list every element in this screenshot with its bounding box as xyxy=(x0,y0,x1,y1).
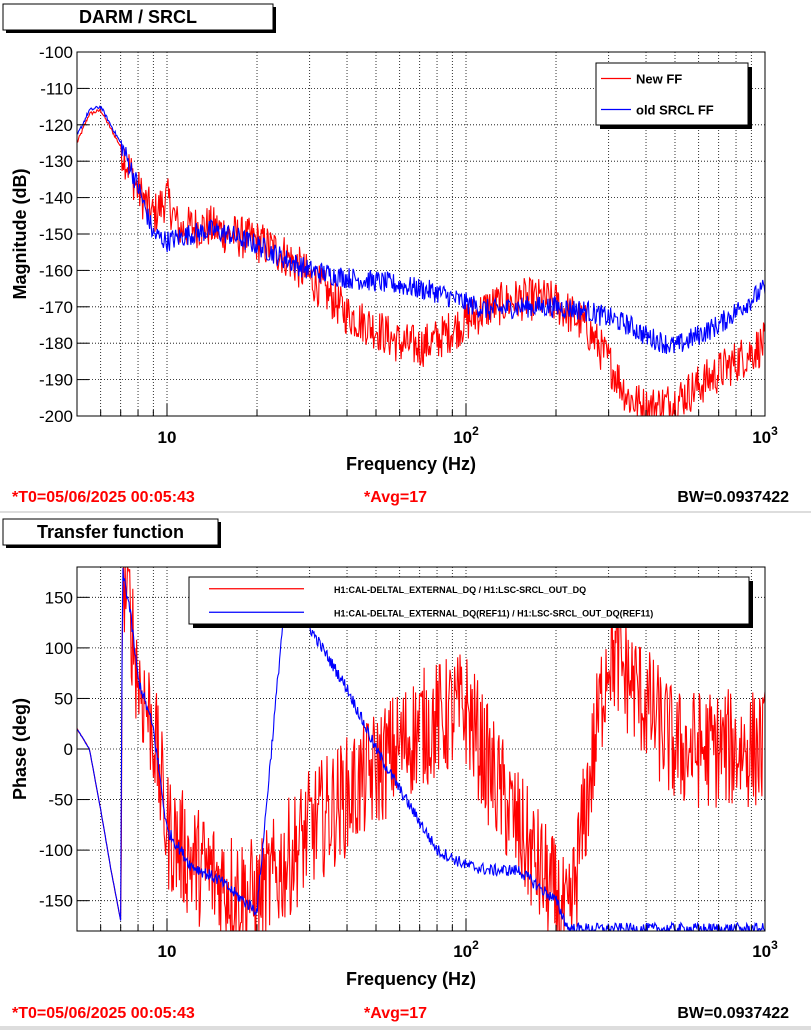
avg-text: *Avg=17 xyxy=(364,1005,427,1022)
y-tick-label: -110 xyxy=(40,79,73,98)
x-tick-label: 102 xyxy=(453,938,479,961)
series-line-1 xyxy=(77,105,765,354)
y-tick-label: -100 xyxy=(39,43,73,62)
t0-text: *T0=05/06/2025 00:05:43 xyxy=(12,489,195,506)
series-group xyxy=(77,105,765,416)
legend-box xyxy=(188,576,750,625)
series-group xyxy=(77,567,765,931)
legend: New FF old SRCL FF xyxy=(595,62,752,129)
x-tick-label: 103 xyxy=(752,424,778,447)
y-tick-label: -130 xyxy=(39,152,73,171)
avg-text: *Avg=17 xyxy=(364,489,427,506)
panel-footer: *T0=05/06/2025 00:05:43 *Avg=17 BW=0.09374… xyxy=(12,489,789,506)
y-tick-label: 0 xyxy=(64,740,73,759)
series-line-0 xyxy=(77,107,765,416)
y-tick-label: -180 xyxy=(39,334,73,353)
bottom-strip xyxy=(0,1026,811,1030)
x-tick-label: 102 xyxy=(453,424,479,447)
panel-footer: *T0=05/06/2025 00:05:43 *Avg=17 BW=0.09374… xyxy=(12,1005,789,1022)
y-tick-label: 150 xyxy=(45,588,73,607)
panel-title: Transfer function xyxy=(37,522,184,542)
y-axis: 150 100 50 0 -50 -100 -150 xyxy=(39,588,89,911)
x-axis: 10 102 103 xyxy=(76,404,778,447)
y-tick-label: -150 xyxy=(39,225,73,244)
y-tick-label: -200 xyxy=(39,407,73,426)
y-tick-label: -140 xyxy=(39,189,73,208)
x-tick-label: 103 xyxy=(752,938,778,961)
x-axis: 10 102 103 xyxy=(76,919,778,961)
y-tick-label: -170 xyxy=(39,298,73,317)
y-tick-label: -100 xyxy=(39,841,73,860)
y-tick-label: -190 xyxy=(39,371,73,390)
x-tick-label: 10 xyxy=(158,942,177,961)
t0-text: *T0=05/06/2025 00:05:43 xyxy=(12,1005,195,1022)
legend-label-0: H1:CAL-DELTAL_EXTERNAL_DQ / H1:LSC-SRCL_… xyxy=(334,585,586,595)
bandwidth-text: BW=0.0937422 xyxy=(677,1005,789,1022)
legend-box xyxy=(595,62,749,126)
y-tick-label: 100 xyxy=(45,639,73,658)
panel-title: DARM / SRCL xyxy=(79,7,197,27)
x-axis-label: Frequency (Hz) xyxy=(346,454,476,474)
bandwidth-text: BW=0.0937422 xyxy=(677,489,789,506)
y-tick-label: 50 xyxy=(54,689,73,708)
legend-label-0: New FF xyxy=(636,72,682,87)
y-tick-label: -160 xyxy=(39,261,73,280)
y-axis: -100 -110 -120 -130 -140 -150 -160 -170 -180 -190… xyxy=(39,43,89,426)
y-axis-label: Magnitude (dB) xyxy=(10,169,30,300)
y-axis-label: Phase (deg) xyxy=(10,698,30,800)
legend-label-1: H1:CAL-DELTAL_EXTERNAL_DQ(REF11) / H1:LS… xyxy=(334,608,653,618)
series-line-0 xyxy=(77,567,765,931)
y-tick-label: -150 xyxy=(39,892,73,911)
title-box xyxy=(2,518,219,546)
y-tick-label: -50 xyxy=(48,791,73,810)
legend: H1:CAL-DELTAL_EXTERNAL_DQ / H1:LSC-SRCL_… xyxy=(188,576,753,628)
title-box xyxy=(2,3,274,31)
series-line-1 xyxy=(77,568,765,931)
x-axis-label: Frequency (Hz) xyxy=(346,969,476,989)
legend-label-1: old SRCL FF xyxy=(636,103,714,118)
y-tick-label: -120 xyxy=(39,116,73,135)
x-tick-label: 10 xyxy=(158,428,177,447)
